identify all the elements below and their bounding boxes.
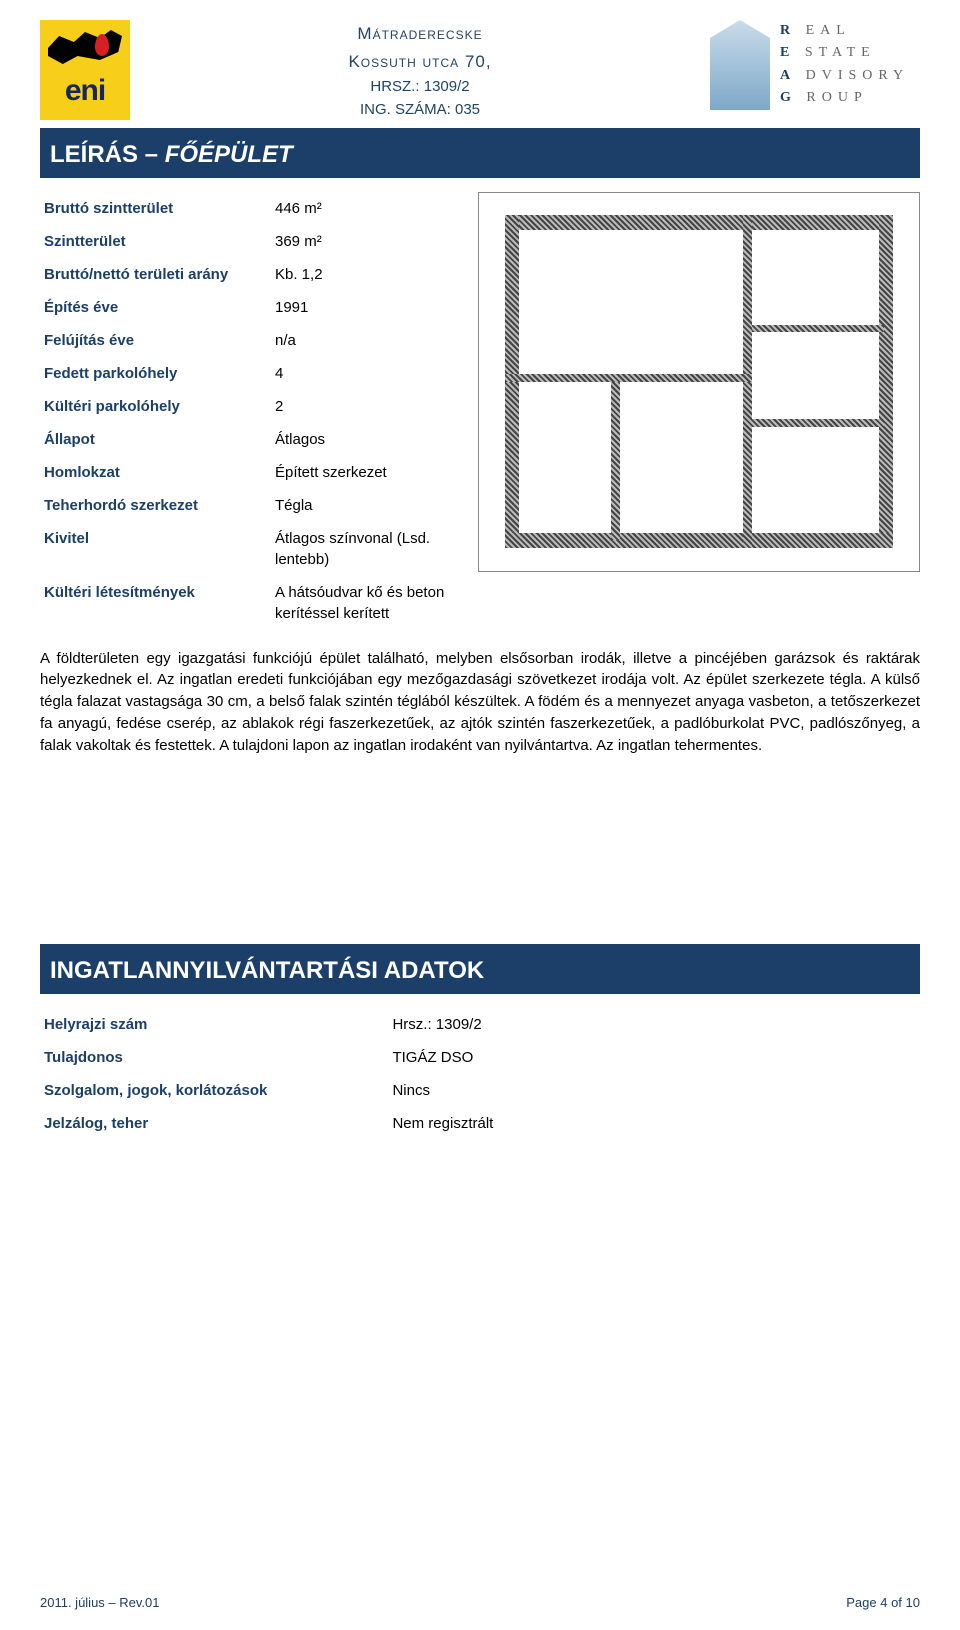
reag-g: G: [780, 90, 797, 105]
building-icon: [710, 20, 770, 110]
table-row: Teherhordó szerkezetTégla: [40, 489, 460, 522]
row-key: Fedett parkolóhely: [40, 357, 271, 390]
section-title-registry: INGATLANNYILVÁNTARTÁSI ADATOK: [40, 944, 920, 994]
description-two-col: Bruttó szintterület446 m²Szintterület369…: [40, 192, 920, 630]
table-row: HomlokzatÉpített szerkezet: [40, 456, 460, 489]
table-row: KivitelÁtlagos színvonal (Lsd. lentebb): [40, 522, 460, 576]
section-title-description: LEÍRÁS – FŐÉPÜLET: [40, 128, 920, 178]
row-value: 369 m²: [271, 225, 460, 258]
row-value: 1991: [271, 291, 460, 324]
row-value: Tégla: [271, 489, 460, 522]
row-key: Kültéri létesítmények: [40, 576, 271, 630]
row-key: Szintterület: [40, 225, 271, 258]
header-line-1: Mátraderecske: [130, 22, 710, 46]
table-row: Építés éve1991: [40, 291, 460, 324]
eni-dog-icon: [48, 28, 122, 68]
table-row: Szintterület369 m²: [40, 225, 460, 258]
table-row: Bruttó szintterület446 m²: [40, 192, 460, 225]
table-row: Bruttó/nettó területi arányKb. 1,2: [40, 258, 460, 291]
row-key: Kültéri parkolóhely: [40, 390, 271, 423]
row-value: Hrsz.: 1309/2: [388, 1008, 673, 1041]
header-line-2: Kossuth utca 70,: [130, 50, 710, 74]
reag-estate: STATE: [805, 45, 876, 60]
reag-advisory: DVISORY: [806, 68, 909, 83]
table-row: ÁllapotÁtlagos: [40, 423, 460, 456]
reag-logo: R EAL E STATE A DVISORY G ROUP: [710, 20, 920, 120]
row-value: Nincs: [388, 1074, 673, 1107]
footer-left: 2011. július – Rev.01: [40, 1594, 159, 1612]
table-row: Kültéri létesítményekA hátsóudvar kő és …: [40, 576, 460, 630]
floorplan-image: [478, 192, 920, 572]
eni-brand-text: eni: [40, 70, 130, 112]
row-value: TIGÁZ DSO: [388, 1041, 673, 1074]
row-key: Teherhordó szerkezet: [40, 489, 271, 522]
floorplan-col: [478, 192, 920, 630]
row-key: Homlokzat: [40, 456, 271, 489]
row-value: 2: [271, 390, 460, 423]
spacer: [40, 756, 920, 936]
row-key: Jelzálog, teher: [40, 1107, 388, 1140]
section-title-italic: FŐÉPÜLET: [165, 141, 293, 168]
description-paragraph: A földterületen egy igazgatási funkciójú…: [40, 648, 920, 757]
row-value: Kb. 1,2: [271, 258, 460, 291]
row-key: Állapot: [40, 423, 271, 456]
table-row: Kültéri parkolóhely2: [40, 390, 460, 423]
table-row: Jelzálog, teherNem regisztrált: [40, 1107, 674, 1140]
table-row: Fedett parkolóhely4: [40, 357, 460, 390]
table-row: Felújítás éven/a: [40, 324, 460, 357]
table-row: TulajdonosTIGÁZ DSO: [40, 1041, 674, 1074]
reag-text: R EAL E STATE A DVISORY G ROUP: [780, 20, 909, 110]
page: eni Mátraderecske Kossuth utca 70, HRSZ.…: [0, 0, 960, 1630]
row-value: A hátsóudvar kő és beton kerítéssel kerí…: [271, 576, 460, 630]
row-key: Bruttó szintterület: [40, 192, 271, 225]
row-value: 4: [271, 357, 460, 390]
row-key: Helyrajzi szám: [40, 1008, 388, 1041]
row-key: Kivitel: [40, 522, 271, 576]
row-key: Felújítás éve: [40, 324, 271, 357]
reag-r: R: [780, 23, 796, 38]
header: eni Mátraderecske Kossuth utca 70, HRSZ.…: [40, 20, 920, 120]
row-value: Nem regisztrált: [388, 1107, 673, 1140]
header-line-4: ING. SZÁMA: 035: [130, 99, 710, 120]
row-key: Bruttó/nettó területi arány: [40, 258, 271, 291]
row-value: Épített szerkezet: [271, 456, 460, 489]
eni-flame-icon: [95, 34, 109, 56]
row-value: n/a: [271, 324, 460, 357]
reag-real: EAL: [806, 23, 851, 38]
page-footer: 2011. július – Rev.01 Page 4 of 10: [40, 1594, 920, 1612]
table-row: Szolgalom, jogok, korlátozásokNincs: [40, 1074, 674, 1107]
row-key: Építés éve: [40, 291, 271, 324]
building-table: Bruttó szintterület446 m²Szintterület369…: [40, 192, 460, 630]
footer-right: Page 4 of 10: [846, 1594, 920, 1612]
table-row: Helyrajzi számHrsz.: 1309/2: [40, 1008, 674, 1041]
row-value: 446 m²: [271, 192, 460, 225]
header-line-3: HRSZ.: 1309/2: [130, 76, 710, 97]
row-value: Átlagos színvonal (Lsd. lentebb): [271, 522, 460, 576]
row-value: Átlagos: [271, 423, 460, 456]
building-data-col: Bruttó szintterület446 m²Szintterület369…: [40, 192, 460, 630]
eni-logo: eni: [40, 20, 130, 120]
reag-e: E: [780, 45, 795, 60]
row-key: Tulajdonos: [40, 1041, 388, 1074]
registry-table: Helyrajzi számHrsz.: 1309/2TulajdonosTIG…: [40, 1008, 674, 1140]
reag-group: ROUP: [806, 90, 867, 105]
reag-a: A: [780, 68, 796, 83]
header-title-block: Mátraderecske Kossuth utca 70, HRSZ.: 13…: [130, 20, 710, 120]
section-title-plain: LEÍRÁS –: [50, 141, 165, 168]
row-key: Szolgalom, jogok, korlátozások: [40, 1074, 388, 1107]
